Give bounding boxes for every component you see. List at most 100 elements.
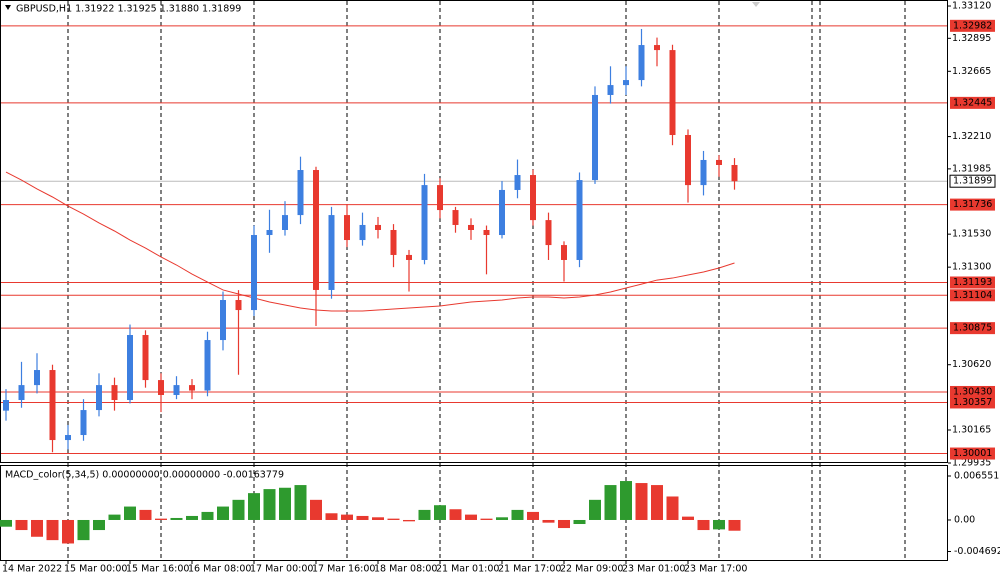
level-label: 1.30357 (953, 397, 992, 408)
scroll-icon[interactable] (752, 2, 760, 7)
candle-body (266, 229, 273, 236)
x-tick-label: 18 Mar 08:00 (374, 564, 437, 575)
candle-body (142, 335, 149, 381)
candle-body (111, 385, 118, 401)
y-tick-label: 1.29935 (952, 458, 991, 469)
candle-body (561, 245, 567, 260)
macd-bar (713, 519, 725, 530)
candle-body (80, 410, 87, 436)
candle-body (623, 80, 629, 86)
macd-bar (372, 517, 384, 520)
x-tick-label: 23 Mar 17:00 (684, 564, 747, 575)
candle-body (576, 180, 583, 260)
y-tick-label: 1.31985 (952, 163, 991, 174)
candle-body (514, 175, 521, 190)
candle-body (452, 210, 459, 225)
y-tick-label: 0.006551 (954, 470, 999, 481)
macd-bar (387, 518, 400, 520)
x-tick-label: 15 Mar 16:00 (126, 564, 189, 575)
level-label: 1.31193 (953, 277, 992, 288)
macd-bar (496, 517, 508, 520)
macd-bar (232, 499, 245, 520)
candle-body (96, 385, 102, 411)
level-box (950, 396, 995, 409)
macd-bar (418, 509, 431, 520)
y-tick-label: -0.004692 (954, 546, 1000, 557)
candle-body (359, 224, 366, 241)
x-tick-label: 23 Mar 01:00 (622, 564, 685, 575)
macd-bar (201, 511, 214, 520)
macd-bar (310, 499, 322, 520)
candle-body (545, 220, 552, 246)
level-box (950, 198, 995, 211)
macd-bar (356, 515, 369, 520)
level-box (950, 385, 995, 398)
candle-body (282, 215, 288, 230)
level-box (950, 19, 995, 32)
macd-bar (573, 519, 586, 525)
menu-icon[interactable] (5, 5, 11, 10)
macd-bar (635, 483, 648, 520)
macd-bar (325, 513, 338, 520)
x-tick-label: 14 Mar 2022 (2, 564, 62, 575)
candle-body (421, 185, 428, 260)
macd-bar (170, 517, 183, 520)
level-box (950, 276, 995, 289)
level-label: 1.32982 (953, 20, 992, 31)
candle-body (669, 50, 676, 136)
candle-body (654, 45, 660, 51)
candle-body (700, 159, 707, 186)
macd-bar (403, 519, 415, 522)
macd-bar (263, 489, 276, 520)
candle-body (344, 215, 350, 241)
macd-bar (527, 511, 539, 520)
candle-body (235, 300, 242, 311)
last-price-box (949, 174, 996, 188)
macd-bar (589, 499, 601, 520)
macd-bar (248, 493, 260, 520)
x-tick-label: 17 Mar 00:00 (250, 564, 313, 575)
candle-body (204, 340, 211, 391)
macd-bar (341, 514, 353, 520)
x-tick-label: 15 Mar 00:00 (64, 564, 127, 575)
candle-body (437, 185, 443, 211)
candle-body (313, 170, 319, 290)
candle-body (716, 159, 722, 165)
level-label: 1.30875 (953, 323, 992, 334)
candle-body (3, 400, 9, 411)
x-tick-label: 16 Mar 08:00 (188, 564, 251, 575)
macd-bar (279, 487, 291, 520)
macd-bar (666, 496, 679, 520)
last-price-label: 1.31899 (953, 176, 992, 187)
candle-body (49, 370, 56, 441)
y-tick-label: 1.33120 (952, 1, 991, 12)
level-label: 1.30430 (953, 386, 992, 397)
candle-body (406, 254, 412, 260)
level-box (950, 447, 995, 460)
candle-body (390, 229, 397, 255)
y-tick-label: 1.30165 (952, 425, 991, 436)
macd-bar (294, 485, 307, 520)
chart-title: GBPUSD,H1 1.31922 1.31925 1.31880 1.3189… (16, 4, 241, 15)
macd-bar (46, 519, 59, 541)
level-label: 1.30001 (953, 448, 992, 459)
macd-bar (697, 519, 710, 531)
y-tick-label: 1.30620 (952, 359, 991, 370)
macd-bar (124, 506, 136, 520)
candle-body (685, 135, 691, 186)
macd-bar (682, 516, 694, 520)
moving-average (5, 171, 735, 312)
candle-body (328, 215, 335, 290)
candle-body (189, 385, 195, 391)
macd-bar (511, 509, 524, 520)
x-tick-label: 21 Mar 01:00 (436, 564, 499, 575)
macd-bar (480, 518, 493, 520)
macd-bar (186, 515, 198, 520)
candle-body (530, 175, 536, 221)
macd-bar (651, 485, 663, 520)
macd-bar (604, 485, 617, 520)
macd-bar (62, 519, 74, 544)
level-box (950, 96, 995, 109)
macd-bar (93, 519, 105, 531)
candle-body (592, 94, 598, 181)
